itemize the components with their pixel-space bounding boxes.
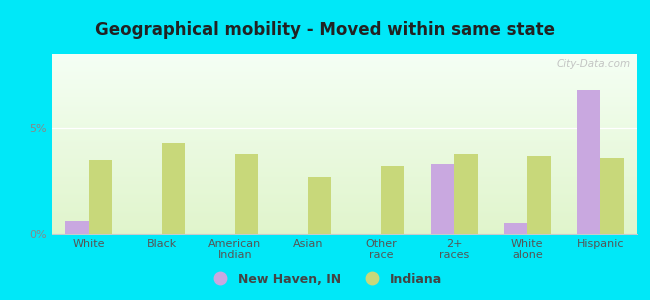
Bar [601,158,624,234]
Bar [527,156,551,234]
Bar [65,221,88,234]
Bar [308,177,332,234]
Bar [577,90,601,234]
Bar [88,160,112,234]
Bar [235,154,258,234]
Bar [431,164,454,234]
Bar [454,154,478,234]
Text: Geographical mobility - Moved within same state: Geographical mobility - Moved within sam… [95,21,555,39]
Bar [162,143,185,234]
Bar [504,224,527,234]
Bar [381,166,404,234]
Legend: New Haven, IN, Indiana: New Haven, IN, Indiana [203,268,447,291]
Text: City-Data.com: City-Data.com [557,59,631,69]
